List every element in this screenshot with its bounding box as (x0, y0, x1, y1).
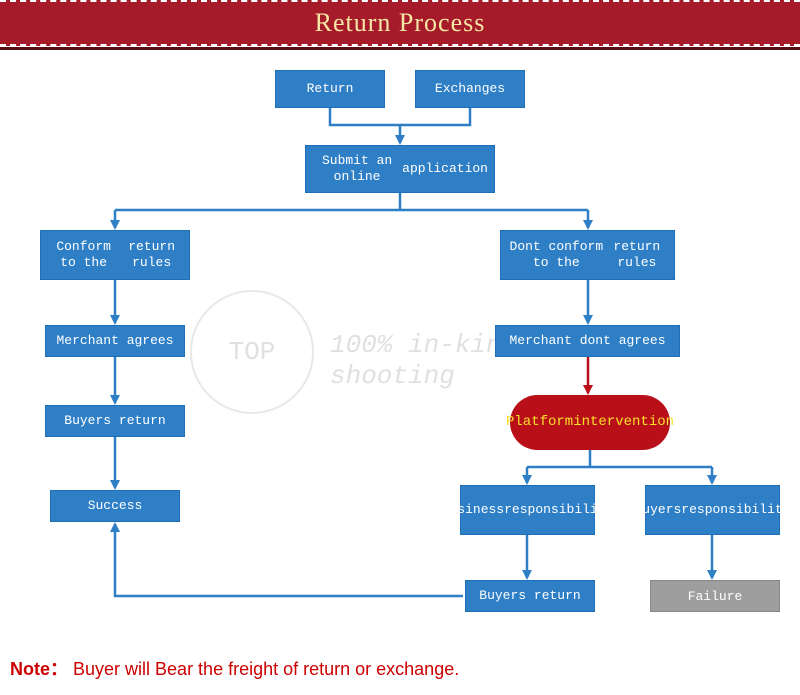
edge-buyersR-success (115, 524, 463, 596)
node-success: Success (50, 490, 180, 522)
note-label: Note： (10, 659, 68, 679)
watermark-line2: shooting (330, 361, 455, 391)
node-biz_resp: Businessresponsibility (460, 485, 595, 535)
node-buyers_return_l: Buyers return (45, 405, 185, 437)
arrow-biz-buyersR (522, 570, 532, 580)
node-submit: Submit an onlineapplication (305, 145, 495, 193)
edge-submit-split (115, 193, 588, 210)
arrow-merchdont-platform (583, 385, 593, 395)
node-buyers_return_r: Buyers return (465, 580, 595, 612)
arrow-buyersL-success (110, 480, 120, 490)
arrow-split-buyresp (707, 475, 717, 485)
arrow-buyersR-success (110, 522, 120, 532)
node-buy_resp: Buyersresponsibility (645, 485, 780, 535)
node-platform: Platformintervention (510, 395, 670, 450)
arrow-split-dontconform (583, 220, 593, 230)
note-text: Buyer will Bear the freight of return or… (73, 659, 459, 679)
watermark-text: 100% in-kind shooting (330, 330, 517, 392)
arrow-split-biz (522, 475, 532, 485)
node-return: Return (275, 70, 385, 108)
edge-return-submit (330, 108, 400, 143)
node-conform: Conform to thereturn rules (40, 230, 190, 280)
footer-note: Note： Buyer will Bear the freight of ret… (10, 655, 459, 681)
node-dontconform: Dont conform to thereturn rules (500, 230, 675, 280)
arrow-return-submit (395, 135, 405, 145)
node-failure: Failure (650, 580, 780, 612)
node-exchanges: Exchanges (415, 70, 525, 108)
watermark-circle: TOP (190, 290, 314, 414)
arrow-dontconform-merch (583, 315, 593, 325)
arrow-conform-merch (110, 315, 120, 325)
watermark-top: TOP (229, 337, 276, 367)
edge-exchanges-submit (400, 108, 470, 125)
arrow-split-conform (110, 220, 120, 230)
edge-platform-split (527, 450, 712, 467)
node-merch_agree: Merchant agrees (45, 325, 185, 357)
header-title: Return Process (315, 8, 486, 38)
header-banner: Return Process (0, 0, 800, 46)
node-merch_dont: Merchant dont agrees (495, 325, 680, 357)
arrow-merch-buyersL (110, 395, 120, 405)
watermark-line1: 100% in-kind (330, 330, 517, 360)
arrow-buyresp-failure (707, 570, 717, 580)
